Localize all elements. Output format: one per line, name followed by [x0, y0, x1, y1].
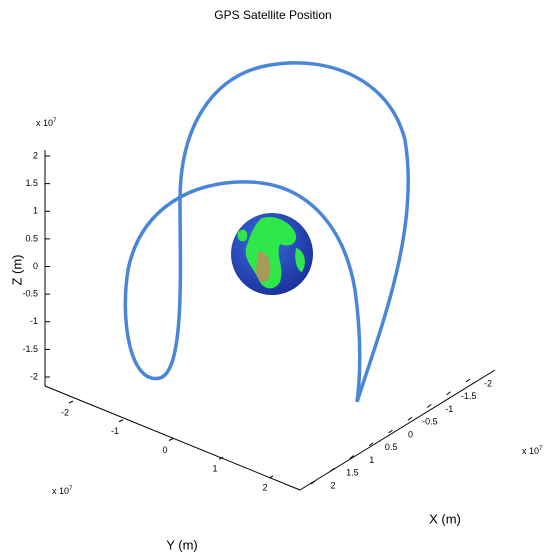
x-tick	[368, 442, 374, 447]
z-tick-label: -2	[30, 371, 38, 381]
multiplier-power: 7	[53, 118, 57, 124]
multiplier-power: 7	[69, 486, 73, 492]
y-axis	[44, 385, 301, 491]
y-tick-label: -2	[61, 407, 69, 417]
z-tick-label: 0	[33, 261, 38, 271]
multiplier-power: 7	[539, 446, 543, 452]
z-tick-label: -1	[30, 316, 38, 326]
z-tick-label: -0.5	[22, 289, 38, 299]
x-axis	[299, 369, 496, 491]
z-tick-label: 1.5	[25, 178, 38, 188]
x-tick	[349, 455, 355, 459]
x-multiplier: x 107	[522, 446, 543, 457]
y-axis-label: Y (m)	[166, 537, 198, 552]
x-tick	[426, 404, 432, 408]
x-tick	[310, 480, 316, 485]
y-tick	[68, 400, 74, 404]
earth	[231, 213, 313, 295]
multiplier-base: x 10	[52, 486, 69, 496]
x-tick-label: 2	[330, 480, 335, 490]
multiplier-base: x 10	[522, 446, 539, 456]
x-tick-label: -1.5	[461, 391, 477, 401]
x-tick-label: 0	[408, 429, 413, 439]
x-tick	[407, 416, 413, 421]
y-tick-label: 1	[212, 464, 217, 474]
y-tick-label: 2	[262, 482, 267, 492]
z-tick-label: 2	[33, 150, 38, 160]
x-tick-label: -0.5	[422, 417, 438, 427]
x-tick	[465, 378, 471, 383]
x-tick	[446, 391, 451, 396]
x-tick-label: -2	[484, 378, 492, 388]
z-tick-label: -1.5	[22, 344, 38, 354]
orbit-path	[123, 61, 410, 403]
z-tick-label: 1	[33, 206, 38, 216]
x-tick	[330, 467, 335, 472]
y-tick	[268, 475, 274, 479]
x-tick-label: -1	[445, 404, 453, 414]
z-axis-label: Z (m)	[9, 254, 24, 285]
y-tick-label: -1	[111, 426, 119, 436]
chart-title: GPS Satellite Position	[214, 8, 331, 22]
y-tick	[218, 456, 224, 460]
y-multiplier: x 107	[52, 486, 73, 497]
y-tick-label: 0	[162, 445, 167, 455]
y-tick	[118, 419, 124, 423]
x-tick-label: 1	[369, 455, 374, 465]
z-tick-label: 0.5	[25, 233, 38, 243]
x-tick-label: 0.5	[385, 442, 398, 452]
x-axis-label: X (m)	[429, 511, 461, 526]
multiplier-base: x 10	[36, 118, 53, 128]
y-tick	[168, 438, 174, 441]
x-tick-label: 1.5	[346, 468, 359, 478]
x-tick	[388, 429, 393, 434]
z-multiplier: x 107	[36, 118, 57, 129]
